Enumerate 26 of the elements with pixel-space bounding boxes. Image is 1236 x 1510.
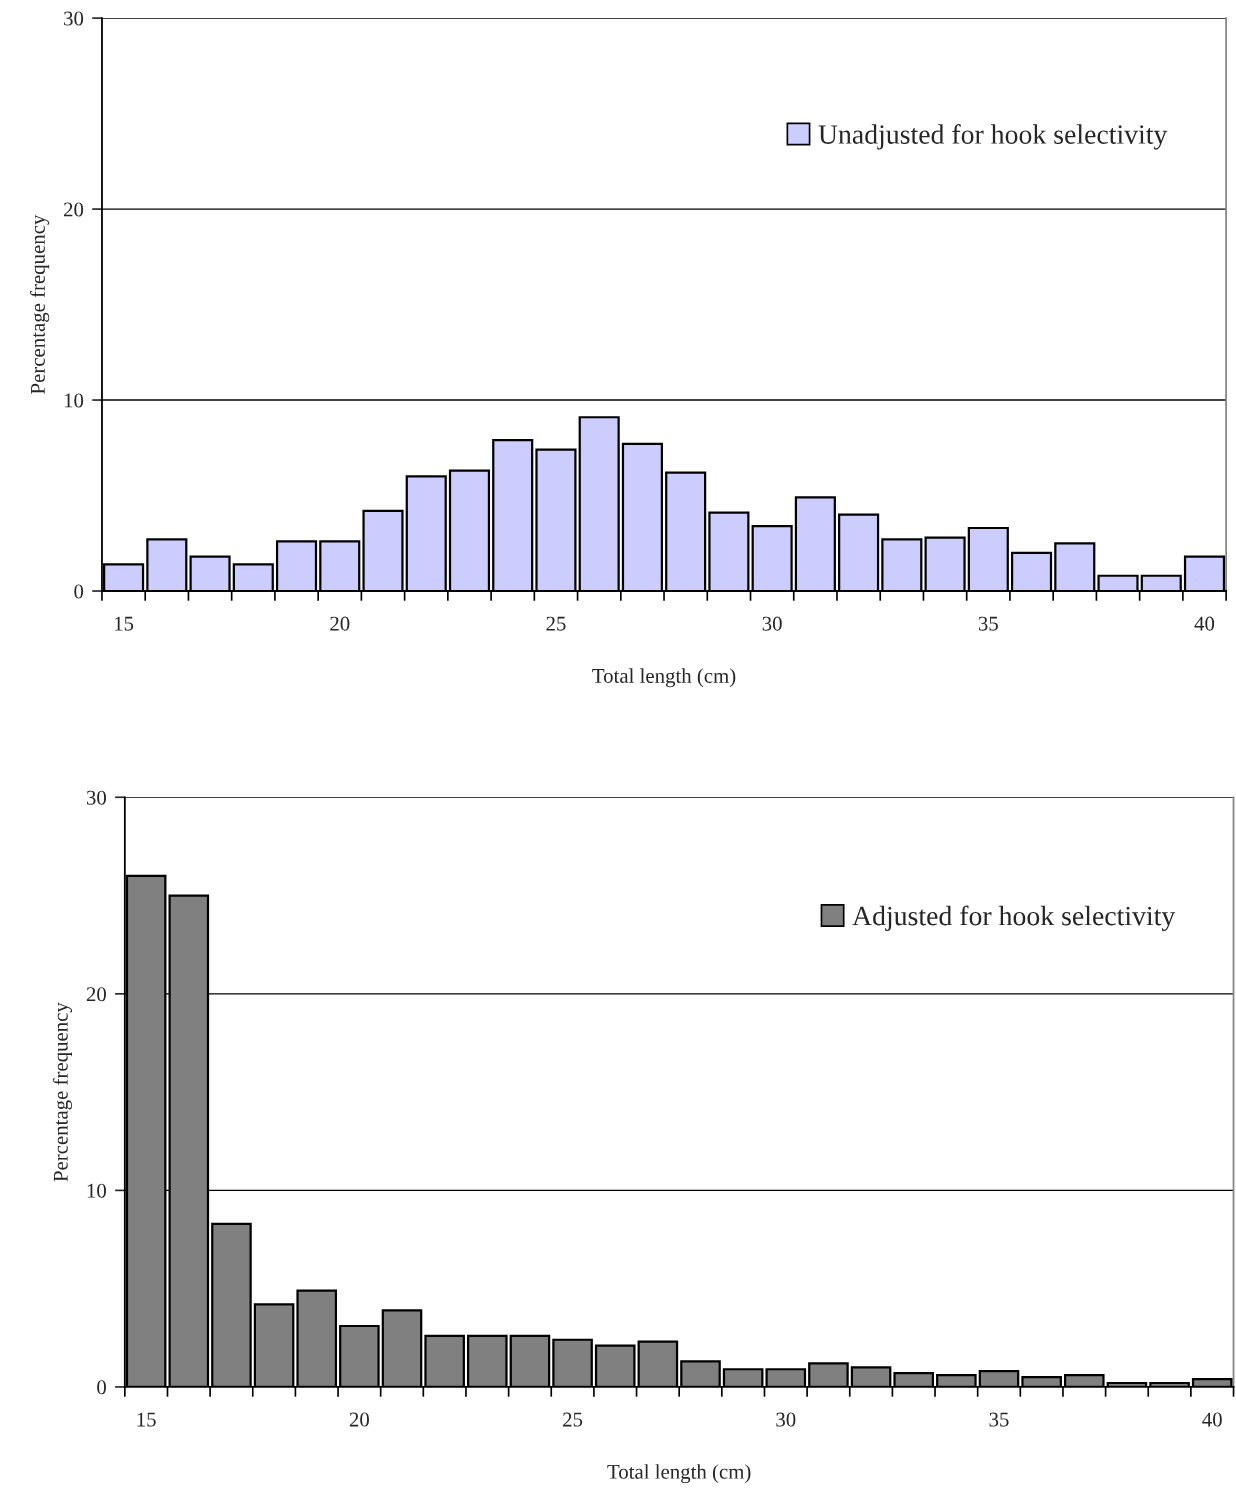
x-tick-label: 15 bbox=[137, 1412, 156, 1427]
y-tick-label: 10 bbox=[64, 393, 84, 408]
x-tick-label: 30 bbox=[762, 616, 782, 631]
x-tick-label: 40 bbox=[1202, 1412, 1222, 1427]
y-tick-label: 0 bbox=[97, 1380, 106, 1395]
y-tick-label: 20 bbox=[64, 202, 84, 217]
y-tick-label: 10 bbox=[87, 1183, 106, 1198]
x-tick-label: 20 bbox=[330, 616, 350, 631]
x-tick-label: 35 bbox=[978, 616, 998, 631]
y-tick-label: 0 bbox=[74, 584, 84, 599]
x-tick-label: 35 bbox=[989, 1412, 1009, 1427]
y-axis-title: Percentage frequency bbox=[30, 214, 50, 394]
x-tick-label: 15 bbox=[115, 616, 134, 631]
x-tick-label: 25 bbox=[563, 1412, 583, 1427]
x-axis-title: Total length (cm) bbox=[607, 1464, 751, 1484]
legend-label: Unadjusted for hook selectivity bbox=[818, 124, 1168, 150]
y-tick-label: 20 bbox=[86, 987, 106, 1002]
y-tick-label: 30 bbox=[86, 790, 106, 805]
y-axis-title: Percentage frequency bbox=[52, 1002, 73, 1182]
x-tick-label: 25 bbox=[546, 616, 566, 631]
y-tick-label: 30 bbox=[64, 11, 84, 26]
x-tick-label: 20 bbox=[349, 1412, 369, 1427]
x-tick-label: 30 bbox=[776, 1412, 796, 1427]
legend-label: Adjusted for hook selectivity bbox=[852, 905, 1176, 932]
x-tick-label: 40 bbox=[1194, 616, 1215, 631]
x-axis-title: Total length (cm) bbox=[592, 668, 736, 688]
